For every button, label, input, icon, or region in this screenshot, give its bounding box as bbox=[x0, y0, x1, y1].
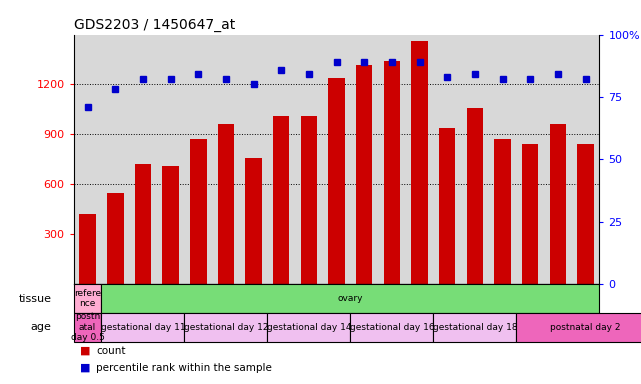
Text: gestational day 16: gestational day 16 bbox=[349, 323, 434, 332]
Bar bbox=[217, 124, 234, 284]
Text: ■: ■ bbox=[80, 363, 90, 373]
Text: gestational day 12: gestational day 12 bbox=[183, 323, 268, 332]
Bar bbox=[185, 313, 267, 342]
Bar bbox=[412, 41, 428, 284]
Bar bbox=[494, 139, 511, 284]
Text: postn
atal
day 0.5: postn atal day 0.5 bbox=[71, 313, 104, 342]
Bar bbox=[301, 116, 317, 284]
Text: GDS2203 / 1450647_at: GDS2203 / 1450647_at bbox=[74, 18, 235, 32]
Bar bbox=[246, 158, 262, 284]
Text: gestational day 11: gestational day 11 bbox=[101, 323, 185, 332]
Text: count: count bbox=[96, 346, 126, 356]
Bar bbox=[433, 313, 517, 342]
Text: ovary: ovary bbox=[338, 294, 363, 303]
Bar bbox=[328, 78, 345, 284]
Text: tissue: tissue bbox=[19, 293, 51, 304]
Text: postnatal day 2: postnatal day 2 bbox=[550, 323, 620, 332]
Bar bbox=[79, 214, 96, 284]
Bar bbox=[267, 313, 351, 342]
Bar bbox=[467, 108, 483, 284]
Bar bbox=[439, 128, 456, 284]
Bar bbox=[107, 194, 124, 284]
Text: age: age bbox=[31, 322, 51, 333]
Bar bbox=[356, 65, 372, 284]
Text: refere
nce: refere nce bbox=[74, 289, 101, 308]
Bar bbox=[74, 313, 101, 342]
Bar bbox=[522, 144, 538, 284]
Bar bbox=[577, 144, 594, 284]
Bar bbox=[351, 313, 433, 342]
Bar bbox=[549, 124, 566, 284]
Text: percentile rank within the sample: percentile rank within the sample bbox=[96, 363, 272, 373]
Bar bbox=[101, 313, 185, 342]
Text: gestational day 18: gestational day 18 bbox=[433, 323, 517, 332]
Bar bbox=[517, 313, 641, 342]
Bar bbox=[162, 166, 179, 284]
Bar bbox=[383, 61, 400, 284]
Bar bbox=[74, 284, 101, 313]
Bar bbox=[273, 116, 290, 284]
Text: ■: ■ bbox=[80, 346, 90, 356]
Bar bbox=[190, 139, 206, 284]
Text: gestational day 14: gestational day 14 bbox=[267, 323, 351, 332]
Bar bbox=[135, 164, 151, 284]
